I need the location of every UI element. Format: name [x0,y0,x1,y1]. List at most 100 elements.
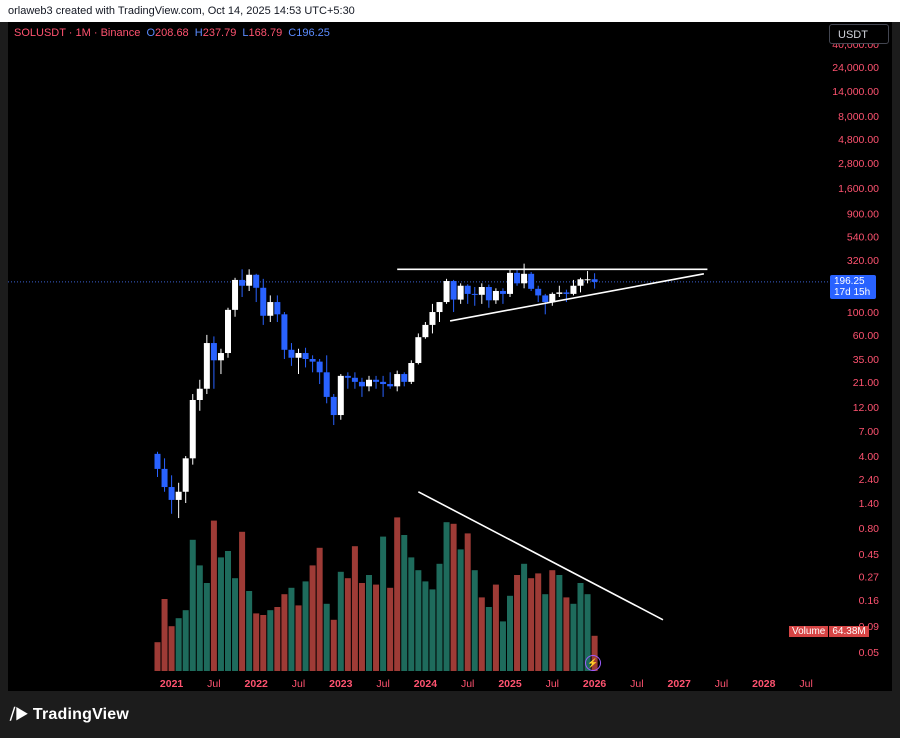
volume-bar [337,571,344,671]
volume-bar [521,563,528,671]
candle-body [203,343,210,389]
volume-bar [182,610,189,671]
candle-body [196,388,203,400]
x-tick-label: 2027 [668,678,692,690]
candle-body [225,309,231,354]
volume-bar [196,565,203,671]
candle-body [535,288,542,296]
candle-body [464,285,471,294]
volume-bar [253,613,260,671]
candle-body [260,287,267,316]
candle-body [549,293,556,303]
candle-body [528,273,535,289]
volume-bar [577,583,584,671]
candle-body [217,353,224,361]
candle-body [232,279,239,310]
candle-body [239,279,246,286]
currency-selector[interactable]: USDT [829,24,889,44]
candle-body [154,453,161,469]
chart-area[interactable] [8,22,892,691]
support-trendline [449,273,705,322]
volume-bar [443,522,450,671]
volume-tag: Volume 64.38M [789,625,869,639]
candle-body [521,273,528,284]
candle-body [330,396,337,416]
volume-bar [288,587,295,671]
volume-bar [394,517,401,671]
y-tick-label: 21.00 [853,377,879,389]
x-tick-label: 2026 [583,678,607,690]
y-tick-label: 0.80 [859,523,880,535]
y-tick-label: 60.00 [853,330,879,342]
volume-bar [471,570,478,671]
last-price-tag: 196.25 17d 15h [830,275,876,299]
y-tick-label: 1.40 [859,498,880,510]
volume-bar [260,615,267,671]
volume-bar [274,607,281,671]
volume-bar [380,536,387,671]
volume-bar [302,581,309,671]
volume-bar [281,594,288,671]
volume-bar [450,523,457,671]
candle-body [563,292,570,294]
candle-body [274,302,281,315]
candle-body [415,337,422,364]
volume-bar [203,583,210,671]
candle-body [344,375,351,378]
volume-bar [485,607,492,671]
y-tick-label: 2,800.00 [838,158,879,170]
candle-body [422,324,429,338]
y-tick-label: 0.27 [859,572,880,584]
volume-bar [570,603,577,671]
high-label: H [194,27,203,39]
volume-bar [351,546,358,671]
candle-body [210,343,217,361]
y-tick-label: 320.00 [847,255,879,267]
volume-bar [225,551,231,671]
y-tick-label: 0.45 [859,549,880,561]
volume-bar [415,570,422,671]
x-tick-label: Jul [461,678,474,690]
volume-bar [232,578,239,671]
volume-bar [422,581,429,671]
x-tick-label: Jul [546,678,559,690]
candle-body [457,285,464,300]
volume-bar [189,539,196,671]
candle-body [337,375,344,416]
candle-body [443,281,450,303]
x-tick-label: Jul [207,678,220,690]
candle-body [577,279,584,286]
candle-body [246,274,253,286]
volume-bar [344,578,351,671]
volume-bar [584,594,591,671]
candle-body [288,349,295,358]
candle-body [182,458,189,492]
y-tick-label: 4,800.00 [838,134,879,146]
candle-body [570,285,577,294]
volume-bar [535,573,542,671]
candle-body [584,279,591,281]
candle-body [429,312,436,325]
volume-bar [239,531,246,671]
volume-label: Volume [789,626,829,637]
volume-bar [542,594,549,671]
x-tick-label: 2028 [752,678,776,690]
open-label: O [146,27,156,39]
volume-bar [436,563,443,671]
volume-bar [217,557,224,671]
bolt-icon[interactable]: ⚡ [585,655,601,671]
x-tick-label: 2023 [329,678,353,690]
tradingview-logo: ⧸▶ TradingView [10,706,129,724]
volume-bar [514,575,521,671]
volume-bar [175,618,182,671]
high-value: 237.79 [202,27,237,39]
volume-bar [168,626,175,671]
candle-body [507,272,513,294]
x-tick-label: Jul [292,678,305,690]
volume-bar [528,578,535,671]
candle-body [189,399,196,459]
y-tick-label: 900.00 [847,209,879,221]
candle-body [394,374,401,387]
volume-bar [316,547,323,671]
